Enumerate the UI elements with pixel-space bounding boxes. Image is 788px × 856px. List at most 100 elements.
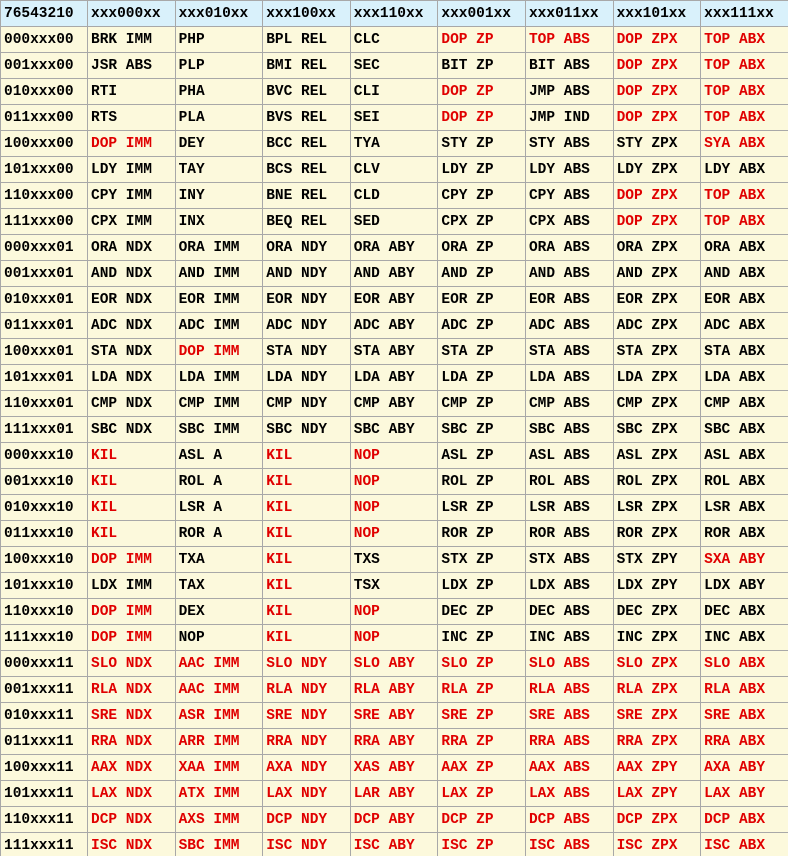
table-row: 111xxx10 DOP IMM NOP KIL NOP INC ZP INC ABS INC… (0, 624, 788, 651)
opcode-cell: CPX ZP (437, 208, 526, 235)
opcode-cell: CPY IMM (87, 182, 176, 209)
opcode-cell: STY ABS (524, 130, 614, 157)
row-header-cell: 001xxx10 (0, 468, 88, 495)
opcode-cell: LDA ZPX (612, 364, 702, 391)
row-header-cell: 111xxx00 (0, 208, 88, 235)
table-body: 000xxx00 BRK IMM PHP BPL REL CLC DOP ZP TOP AB… (0, 26, 788, 856)
opcode-cell: INX (174, 208, 264, 235)
illegal-opcode-cell: DCP NDY (262, 806, 351, 833)
opcode-cell: TSX (349, 572, 439, 599)
opcode-cell: CLI (349, 78, 439, 105)
opcode-cell: BVS REL (262, 104, 351, 131)
table-row: 011xxx10 KIL ROR A KIL NOP ROR ZP ROR ABS ROR Z… (0, 520, 788, 547)
opcode-cell: LDX IMM (87, 572, 176, 599)
opcode-cell: JMP ABS (524, 78, 614, 105)
opcode-cell: ORA NDX (87, 234, 176, 261)
opcode-cell: LSR ZP (437, 494, 526, 521)
opcode-cell: TAX (174, 572, 264, 599)
illegal-opcode-cell: KIL (262, 572, 351, 599)
opcode-cell: BIT ZP (437, 52, 526, 79)
row-header-cell: 111xxx01 (0, 416, 88, 443)
opcode-cell: BIT ABS (524, 52, 614, 79)
opcode-cell: CPX IMM (87, 208, 176, 235)
opcode-cell: SBC ZPX (612, 416, 702, 443)
row-header-cell: 010xxx01 (0, 286, 88, 313)
illegal-opcode-cell: DOP IMM (87, 598, 176, 625)
row-header-cell: 011xxx10 (0, 520, 88, 547)
opcode-cell: TXS (349, 546, 439, 573)
opcode-cell: NOP (174, 624, 264, 651)
row-header-cell: 010xxx00 (0, 78, 88, 105)
illegal-opcode-cell: AAX ABS (524, 754, 614, 781)
opcode-cell: SEI (349, 104, 439, 131)
opcode-cell: LDX ZPY (612, 572, 702, 599)
illegal-opcode-cell: SRE NDX (87, 702, 176, 729)
table-row: 101xxx00 LDY IMM TAY BCS REL CLV LDY ZP LDY AB… (0, 156, 788, 183)
opcode-cell: STA NDX (87, 338, 176, 365)
illegal-opcode-cell: TOP ABX (700, 208, 788, 235)
illegal-opcode-cell: KIL (262, 468, 351, 495)
opcode-cell: ADC NDX (87, 312, 176, 339)
opcode-cell: LSR ZPX (612, 494, 702, 521)
opcode-cell: ORA IMM (174, 234, 264, 261)
illegal-opcode-cell: DOP ZPX (612, 26, 702, 53)
opcode-cell: RTI (87, 78, 176, 105)
table-row: 101xxx10 LDX IMM TAX KIL TSX LDX ZP LDX ABS LDX… (0, 572, 788, 599)
opcode-cell: INC ABS (524, 624, 614, 651)
illegal-opcode-cell: DOP IMM (87, 130, 176, 157)
opcode-cell: ASL ABX (700, 442, 788, 469)
illegal-opcode-cell: ISC ZPX (612, 832, 702, 856)
opcode-cell: ORA ABX (700, 234, 788, 261)
illegal-opcode-cell: LAX ZP (437, 780, 526, 807)
illegal-opcode-cell: TOP ABX (700, 78, 788, 105)
illegal-opcode-cell: RRA ABX (700, 728, 788, 755)
opcode-cell: AND ZPX (612, 260, 702, 287)
opcode-cell: INC ABX (700, 624, 788, 651)
opcode-cell: DEC ZPX (612, 598, 702, 625)
opcode-cell: BNE REL (262, 182, 351, 209)
opcode-cell: EOR ABS (524, 286, 614, 313)
illegal-opcode-cell: KIL (87, 442, 176, 469)
illegal-opcode-cell: SYA ABX (700, 130, 788, 157)
table-row: 000xxx11 SLO NDX AAC IMM SLO NDY SLO ABY SLO … (0, 650, 788, 677)
opcode-cell: LDY ZPX (612, 156, 702, 183)
header-row: 76543210 xxx000xx xxx010xx xxx100xx xxx110x… (0, 0, 788, 27)
table-row: 000xxx00 BRK IMM PHP BPL REL CLC DOP ZP TOP AB… (0, 26, 788, 53)
opcode-cell: ROR ZP (437, 520, 526, 547)
row-header-cell: 011xxx11 (0, 728, 88, 755)
illegal-opcode-cell: AAX ZPY (612, 754, 702, 781)
opcode-cell: BCC REL (262, 130, 351, 157)
opcode-cell: ASL ZPX (612, 442, 702, 469)
illegal-opcode-cell: ISC ABY (349, 832, 439, 856)
table-row: 010xxx01 EOR NDX EOR IMM EOR NDY EOR ABY EOR … (0, 286, 788, 313)
opcode-cell: DEY (174, 130, 264, 157)
illegal-opcode-cell: DOP ZPX (612, 104, 702, 131)
illegal-opcode-cell: SLO ZPX (612, 650, 702, 677)
row-header-cell: 000xxx00 (0, 26, 88, 53)
opcode-cell: ROR ABX (700, 520, 788, 547)
illegal-opcode-cell: RRA NDY (262, 728, 351, 755)
table-row: 101xxx01 LDA NDX LDA IMM LDA NDY LDA ABY LDA … (0, 364, 788, 391)
illegal-opcode-cell: XAA IMM (174, 754, 264, 781)
illegal-opcode-cell: NOP (349, 442, 439, 469)
opcode-cell: SBC IMM (174, 416, 264, 443)
illegal-opcode-cell: SRE ABX (700, 702, 788, 729)
illegal-opcode-cell: LAX ABY (700, 780, 788, 807)
opcode-cell: TYA (349, 130, 439, 157)
row-header-cell: 101xxx01 (0, 364, 88, 391)
column-header-cell: xxx100xx (262, 0, 351, 27)
table-row: 100xxx01 STA NDX DOP IMM STA NDY STA ABY STA … (0, 338, 788, 365)
opcode-cell: PLP (174, 52, 264, 79)
opcode-cell: STA NDY (262, 338, 351, 365)
opcode-cell: EOR ABY (349, 286, 439, 313)
table-row: 111xxx00 CPX IMM INX BEQ REL SED CPX ZP CPX AB… (0, 208, 788, 235)
opcode-cell: AND ZP (437, 260, 526, 287)
illegal-opcode-cell: RRA NDX (87, 728, 176, 755)
illegal-opcode-cell: ISC ABX (700, 832, 788, 856)
table-row: 100xxx10 DOP IMM TXA KIL TXS STX ZP STX ABS STX… (0, 546, 788, 573)
opcode-cell: LDX ZP (437, 572, 526, 599)
opcode-cell: ADC ZPX (612, 312, 702, 339)
table-row: 001xxx10 KIL ROL A KIL NOP ROL ZP ROL ABS ROL Z… (0, 468, 788, 495)
table-row: 011xxx00 RTS PLA BVS REL SEI DOP ZP JMP IND DOP… (0, 104, 788, 131)
